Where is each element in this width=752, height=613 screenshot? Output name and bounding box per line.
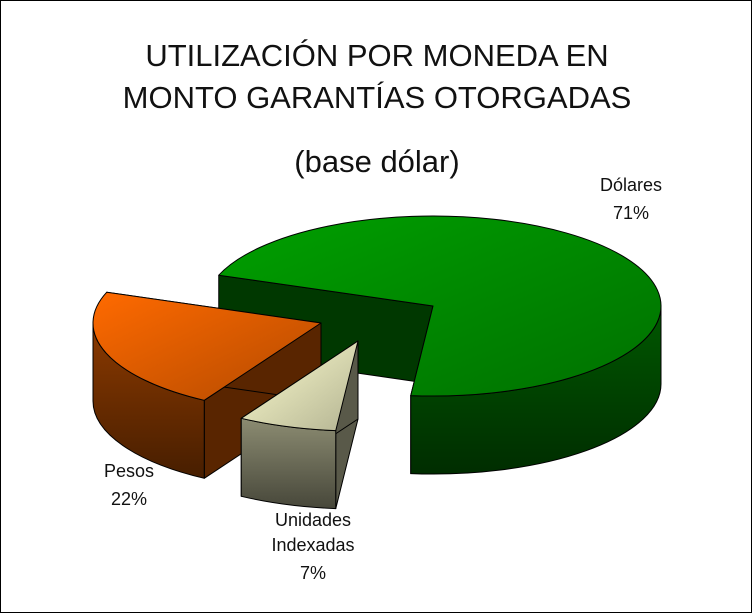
chart-subtitle: (base dólar)	[294, 144, 460, 179]
slice-value-label: 22%	[110, 489, 148, 509]
chart-title: UTILIZACIÓN POR MONEDA EN MONTO GARANTÍA…	[122, 38, 632, 115]
slice-side	[240, 417, 337, 510]
slice-top	[218, 215, 662, 397]
pie-slice	[92, 291, 322, 479]
slice-label: Pesos	[103, 461, 155, 481]
slice-label: Dólares	[599, 175, 663, 195]
slice-top	[92, 291, 322, 401]
slice-value-label: 7%	[299, 563, 326, 583]
slice-value-label: 71%	[612, 203, 650, 223]
pie-slice	[240, 340, 359, 510]
slice-top	[240, 340, 359, 432]
slice-label: Unidades Indexadas	[271, 510, 355, 555]
